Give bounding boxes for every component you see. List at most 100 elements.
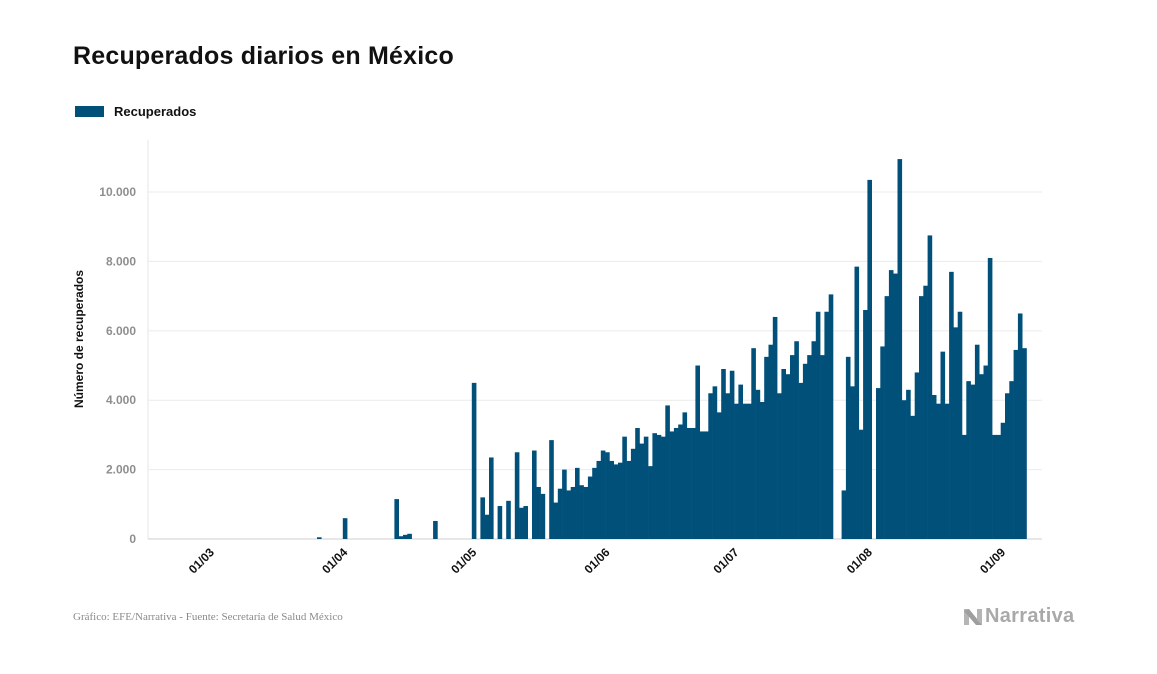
bar [484, 514, 490, 539]
y-tick-label: 2.000 [106, 463, 136, 477]
bar [910, 415, 915, 539]
x-tick-label: 01/05 [448, 545, 479, 576]
bar [867, 179, 872, 539]
x-tick-label: 01/08 [844, 545, 875, 576]
x-tick-label: 01/07 [710, 545, 741, 576]
bar [785, 374, 791, 539]
bar [876, 388, 881, 539]
bar [536, 486, 541, 539]
bar [807, 355, 812, 539]
bar [974, 344, 980, 539]
bar [815, 311, 821, 539]
bar [970, 384, 976, 539]
bar [652, 433, 657, 539]
bar [794, 341, 799, 539]
y-tick-label: 8.000 [106, 254, 136, 268]
bar [901, 400, 907, 539]
x-tick-label: 01/03 [186, 545, 217, 576]
bar [523, 506, 528, 539]
bar [751, 348, 756, 539]
bar [704, 431, 709, 539]
bar [893, 273, 898, 539]
bar [682, 412, 688, 539]
bar [734, 403, 739, 539]
bar [949, 271, 954, 539]
bar-series [317, 159, 1027, 540]
brand-name: Narrativa [985, 605, 1075, 627]
bar [919, 296, 924, 539]
bar [1013, 349, 1019, 539]
x-axis: 01/03 01/04 01/05 01/06 01/07 01/08 01/09 [186, 545, 1009, 576]
bar [708, 393, 713, 539]
bar [1017, 313, 1023, 539]
bar [673, 427, 679, 539]
bar [471, 382, 477, 539]
bar [566, 490, 571, 539]
bar [828, 294, 834, 539]
bar [914, 372, 920, 539]
bar [622, 436, 627, 539]
bar [579, 485, 584, 539]
bar [587, 476, 593, 539]
bar [480, 497, 485, 539]
bar [716, 412, 722, 539]
bar [609, 460, 614, 539]
bar [966, 381, 971, 539]
bar [695, 365, 700, 539]
bar [923, 285, 928, 539]
bar [936, 403, 941, 539]
bar [845, 356, 851, 539]
bar [342, 518, 348, 539]
bar [506, 500, 511, 539]
bar [729, 370, 735, 539]
x-tick-label: 01/06 [581, 545, 612, 576]
bar [643, 436, 649, 539]
bar [583, 486, 589, 539]
bar [394, 499, 399, 539]
bar [755, 389, 761, 539]
brand-logo: Narrativa [963, 605, 1074, 628]
bar [906, 389, 911, 539]
bar [863, 310, 868, 539]
bar [691, 427, 696, 539]
bar [940, 351, 946, 539]
y-tick-label: 10.000 [99, 185, 136, 199]
bar [759, 401, 765, 539]
bar [403, 534, 408, 539]
bar [979, 374, 984, 539]
bar [648, 466, 653, 539]
bar [747, 403, 752, 539]
bar [790, 355, 795, 539]
bar [927, 235, 933, 540]
bar [712, 386, 718, 539]
bar [600, 450, 606, 539]
bar [996, 434, 1001, 539]
bar [820, 355, 825, 539]
bar [987, 257, 993, 539]
bar [635, 427, 640, 539]
chart-title: Recuperados diarios en México [73, 42, 454, 70]
y-tick-label: 4.000 [106, 393, 136, 407]
bar [514, 452, 520, 539]
bar [540, 493, 546, 539]
bar [772, 316, 778, 539]
bar [1000, 422, 1006, 539]
bar [768, 344, 774, 539]
bar [777, 393, 782, 539]
bar [317, 537, 322, 539]
bar [957, 311, 963, 539]
bar [798, 382, 804, 539]
bar [596, 460, 602, 539]
bar [656, 434, 662, 539]
narrativa-n-icon [964, 608, 982, 625]
x-tick-label: 01/04 [319, 545, 350, 576]
bar [592, 467, 597, 539]
y-axis-label: Número de recuperados [72, 270, 86, 408]
bar [407, 533, 412, 539]
bar [992, 434, 997, 539]
legend: Recuperados [75, 104, 196, 119]
x-tick-label: 01/09 [977, 545, 1008, 576]
bar [532, 450, 537, 539]
bar [639, 443, 645, 539]
bar [605, 452, 610, 539]
